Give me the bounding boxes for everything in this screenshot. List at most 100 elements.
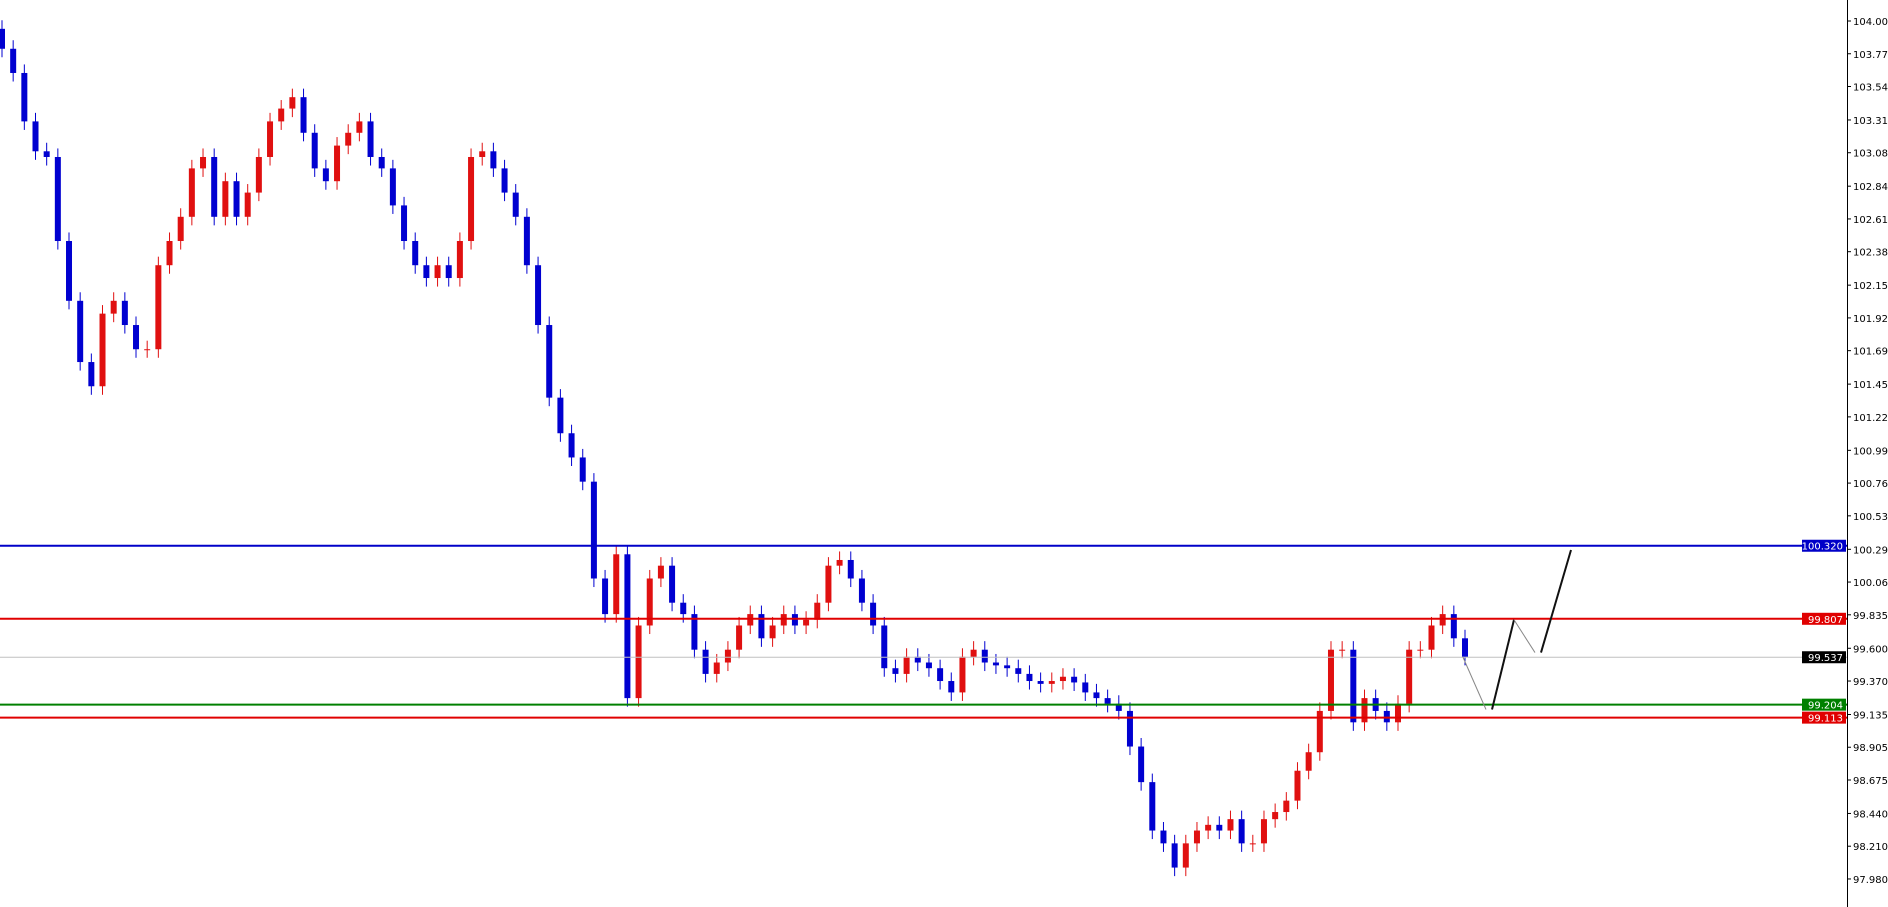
bearish-candle [1026,673,1033,682]
bullish-candle [1205,824,1212,831]
bearish-candle [870,602,877,626]
level-label-bg [1802,698,1846,711]
bearish-candle [702,649,709,674]
projection-lines [1462,549,1572,710]
bearish-candle [1160,830,1167,844]
bullish-candle [222,181,229,217]
bullish-candle [613,554,620,615]
bullish-candle [1394,703,1401,723]
bullish-candle [1249,843,1256,845]
y-tick-label: 101.690 [1853,347,1888,358]
bearish-candle [669,565,676,603]
bearish-candle [758,614,765,639]
projection-down-leg [1513,619,1536,653]
bearish-candle [66,241,73,301]
y-tick-label: 103.545 [1853,83,1888,94]
projection-up-leg [1491,619,1515,710]
bearish-candle [624,554,631,699]
bullish-candle [456,241,463,279]
bearish-candle [892,668,899,674]
y-tick-label: 100.295 [1853,545,1888,556]
bearish-candle [691,614,698,650]
bullish-candle [657,565,664,579]
bullish-candle [1417,649,1424,651]
bearish-candle [925,662,932,669]
bearish-candle [1004,665,1011,669]
bullish-candle [903,656,910,674]
bearish-candle [858,578,865,603]
bearish-candle [412,241,419,266]
bullish-candle [769,625,776,639]
bullish-candle [1428,625,1435,650]
bearish-candle [557,397,564,434]
bearish-candle [1126,710,1133,747]
bullish-candle [99,313,106,387]
bearish-candle [300,97,307,133]
bullish-candle [334,145,341,182]
y-tick-label: 101.455 [1853,380,1888,391]
bearish-candle [1462,638,1468,657]
level-price-label: 99.807 [1808,615,1843,626]
y-tick-label: 98.905 [1853,743,1888,754]
bearish-candle [881,625,888,669]
bearish-candle [322,168,329,182]
bullish-candle [345,132,352,146]
bearish-candle [1071,676,1078,683]
bullish-candle [713,662,720,674]
y-tick-label: 97.980 [1853,875,1888,886]
bullish-candle [1227,819,1234,831]
bearish-candle [1238,819,1245,844]
bullish-candle [1316,710,1323,753]
bullish-candle [1048,681,1055,684]
bullish-candle [1406,649,1413,704]
bearish-candle [21,72,28,122]
y-tick-label: 102.385 [1853,248,1888,259]
price-axis[interactable]: 104.005 103.775 103.545 103.310 103.080 102.8… [1847,17,1888,886]
y-tick-label: 98.210 [1853,842,1888,853]
bullish-candle [1283,800,1290,813]
bullish-candle [278,108,285,122]
bullish-candle [825,565,832,603]
levels-layer [0,544,1847,719]
y-tick-label: 99.600 [1853,644,1888,655]
bullish-candle [646,578,653,626]
bearish-candle [512,192,519,217]
bearish-candle [1082,682,1089,693]
y-tick-label: 102.615 [1853,215,1888,226]
bearish-candle [914,656,921,663]
bearish-candle [1216,824,1223,831]
bullish-candle [814,602,821,620]
bearish-candle [77,300,84,363]
bearish-candle [43,151,50,157]
bearish-candle [568,433,575,458]
bearish-candle [490,151,497,169]
bearish-candle [546,325,553,398]
y-tick-label: 101.920 [1853,314,1888,325]
projection-down-leg [1462,657,1487,710]
bullish-candle [1182,843,1189,868]
bearish-candle [1104,698,1111,704]
level-price-label: 99.204 [1808,701,1843,712]
bearish-candle [367,121,374,157]
bearish-candle [937,668,944,682]
bullish-candle [1339,649,1346,651]
bullish-candle [267,121,274,157]
bearish-candle [1093,692,1100,699]
bullish-candle [177,216,184,242]
bullish-candle [200,156,207,169]
bearish-candle [579,457,586,482]
bullish-candle [736,625,743,650]
bullish-candle [635,625,642,699]
bearish-candle [1037,681,1044,684]
bullish-candle [1193,830,1200,844]
y-tick-label: 99.135 [1853,710,1888,721]
bearish-candle [680,602,687,615]
level-label-bg [1802,539,1846,552]
level-label-bg [1802,711,1846,724]
level-price-label: 100.320 [1802,542,1843,553]
bearish-candle [32,121,39,152]
bearish-candle [1350,649,1357,723]
bullish-candle [836,559,843,566]
y-tick-label: 100.065 [1853,578,1888,589]
